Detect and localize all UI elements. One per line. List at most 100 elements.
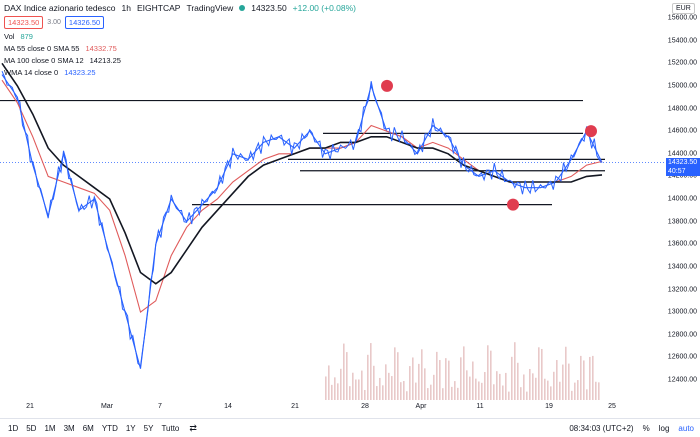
volume-bar — [583, 360, 585, 400]
volume-bar — [433, 374, 435, 400]
price-tick-label: 15200.00 — [667, 59, 697, 67]
volume-bar — [454, 381, 456, 400]
volume-bar — [358, 379, 360, 400]
volume-bar — [355, 379, 357, 400]
price-axis[interactable]: 15600.00 15400.00 15200.00 15000.00 14800.00… — [664, 0, 700, 412]
indicator-ma100[interactable]: MA 100 close 0 SMA 12 14213.25 — [4, 56, 356, 65]
volume-bar — [544, 378, 546, 400]
range-button-tutto[interactable]: Tutto — [161, 423, 180, 433]
price-tick-label: 15400.00 — [667, 37, 697, 45]
market-open-dot-icon — [239, 5, 246, 11]
symbol-name[interactable]: DAX Indice azionario tedesco — [4, 3, 116, 13]
range-button-6m[interactable]: 6M — [82, 423, 94, 433]
volume-bar — [571, 390, 573, 400]
volume-bar — [388, 372, 390, 400]
volume-bar — [364, 389, 366, 400]
volume-bar — [484, 372, 486, 400]
volume-bar — [547, 380, 549, 400]
volume-bar — [598, 382, 600, 400]
price-tick-label: 13600.00 — [667, 240, 697, 248]
indicator-ma55[interactable]: MA 55 close 0 SMA 55 14332.75 — [4, 44, 356, 53]
price-tick-label: 13400.00 — [667, 263, 697, 271]
indicator-volume-name: Vol — [4, 32, 15, 41]
time-tick-label: Apr — [415, 403, 427, 410]
volume-bar — [469, 376, 471, 400]
volume-bar — [346, 352, 348, 400]
currency-selector[interactable]: EUR — [672, 3, 695, 14]
buy-price-button[interactable]: 14326.50 — [64, 16, 105, 29]
volume-bar — [403, 381, 405, 400]
clock-label[interactable]: 08:34:03 (UTC+2) — [569, 424, 634, 433]
price-line-detail — [1, 70, 603, 368]
volume-bar — [487, 345, 489, 400]
time-tick-label: 21 — [291, 403, 299, 410]
range-button-1y[interactable]: 1Y — [125, 423, 136, 433]
volume-bar — [505, 372, 507, 400]
volume-bar — [466, 370, 468, 400]
volume-bar — [595, 381, 597, 400]
range-button-3m[interactable]: 3M — [63, 423, 75, 433]
price-chart[interactable] — [0, 0, 664, 412]
range-button-5d[interactable]: 5D — [26, 423, 37, 433]
volume-bar — [421, 349, 423, 400]
volume-bar — [562, 364, 564, 400]
price-tick-label: 15000.00 — [667, 82, 697, 90]
series-line-2 — [1, 62, 603, 285]
marker-dot — [507, 198, 519, 211]
trade-price-boxes: 14323.50 3.00 14326.50 — [4, 16, 356, 29]
time-tick-label: 21 — [26, 403, 34, 410]
volume-bar — [574, 382, 576, 400]
volume-bar — [397, 352, 399, 400]
volume-bar — [538, 347, 540, 400]
volume-bar — [523, 374, 525, 400]
calendar-range-icon[interactable]: ⇄ — [189, 422, 197, 433]
platform-label: TradingView — [186, 3, 234, 13]
percent-toggle[interactable]: % — [642, 424, 650, 433]
sell-price-button[interactable]: 14323.50 — [4, 16, 44, 29]
time-axis[interactable]: 21 Mar 7 14 21 28 Apr 11 19 25 — [0, 400, 664, 414]
volume-bar — [499, 373, 501, 400]
volume-bar — [349, 386, 351, 400]
volume-bar — [385, 364, 387, 400]
volume-bar — [565, 346, 567, 400]
volume-bar — [514, 342, 516, 400]
indicator-wma14-value: 14323.25 — [64, 68, 96, 77]
indicator-wma14[interactable]: WMA 14 close 0 14323.25 — [4, 68, 356, 77]
range-button-1d[interactable]: 1D — [8, 423, 19, 433]
volume-bar — [415, 382, 417, 400]
volume-bar — [412, 357, 414, 400]
volume-bar — [394, 347, 396, 400]
volume-bar — [463, 346, 465, 400]
price-tick-label: 14200.00 — [667, 172, 697, 180]
current-price-tag: 14323.50 40:57 — [666, 158, 700, 176]
price-change: +12.00 (+0.08%) — [292, 3, 356, 13]
range-button-1m[interactable]: 1M — [44, 423, 56, 433]
time-tick-label: Mar — [100, 403, 114, 410]
interval-label[interactable]: 1h — [121, 3, 131, 13]
volume-bar — [457, 387, 459, 400]
price-tick-label: 15600.00 — [667, 14, 697, 22]
indicator-ma55-name: MA 55 close 0 SMA 55 — [4, 44, 80, 53]
volume-bar — [382, 385, 384, 400]
volume-bar — [553, 371, 555, 400]
indicator-volume[interactable]: Vol 879 — [4, 32, 356, 41]
volume-bar — [532, 373, 534, 400]
range-button-ytd[interactable]: YTD — [101, 423, 118, 433]
log-toggle[interactable]: log — [658, 424, 670, 433]
volume-bar — [550, 386, 552, 400]
price-tick-label: 12800.00 — [667, 331, 697, 339]
indicator-ma100-name: MA 100 close 0 SMA 12 — [4, 56, 84, 65]
volume-bar — [367, 354, 369, 400]
last-price: 14323.50 — [251, 3, 287, 13]
volume-bar — [535, 377, 537, 400]
chart-area[interactable] — [0, 0, 664, 412]
volume-bar — [418, 363, 420, 400]
volume-bar — [391, 376, 393, 400]
range-button-5y[interactable]: 5Y — [143, 423, 154, 433]
volume-bar — [325, 376, 327, 400]
auto-toggle[interactable]: auto — [678, 424, 694, 433]
time-tick-label: 11 — [476, 403, 484, 410]
volume-bar — [520, 387, 522, 400]
series-line-1 — [1, 79, 603, 314]
volume-bar — [493, 384, 495, 400]
